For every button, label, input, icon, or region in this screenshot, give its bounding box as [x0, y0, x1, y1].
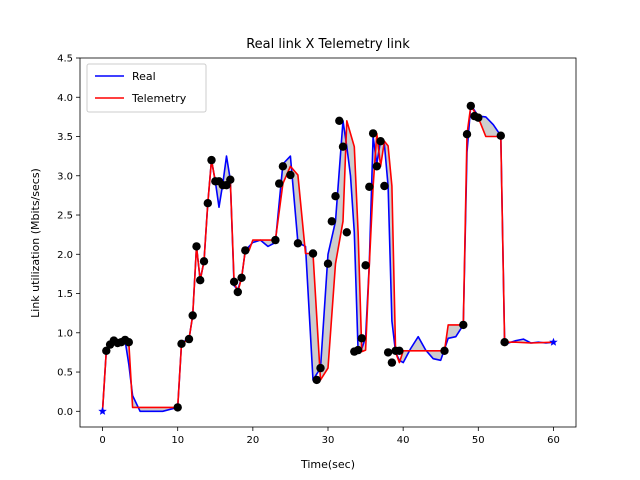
- marker-point: [395, 346, 404, 355]
- marker-point: [173, 403, 182, 412]
- x-tick-label: 50: [472, 435, 485, 446]
- y-tick-label: 2.5: [57, 211, 73, 222]
- marker-point: [192, 242, 201, 251]
- marker-point: [323, 259, 333, 268]
- x-tick-label: 20: [246, 435, 259, 446]
- marker-point: [196, 276, 205, 285]
- marker-point: [496, 131, 505, 140]
- y-tick-label: 4.0: [57, 93, 73, 104]
- marker-point: [278, 162, 288, 171]
- marker-point: [376, 137, 385, 146]
- series-line-telemetry: [101, 105, 554, 412]
- marker-point: [316, 363, 325, 373]
- y-tick-label: 0.0: [57, 407, 73, 418]
- axes: 0 10 20 30 40 50 60 0.0 0.5 1.0 1.5 2.0 2.5 3.0 3.5 4.0…: [57, 54, 577, 446]
- plot-area: [98, 101, 558, 415]
- marker-point: [271, 235, 280, 245]
- x-tick-label: 30: [322, 435, 335, 446]
- marker-point: [342, 228, 351, 237]
- marker-point: [177, 339, 186, 348]
- marker-point: [335, 116, 344, 126]
- marker-point: [361, 261, 370, 270]
- star-point: [98, 406, 107, 415]
- legend: Real Telemetry: [86, 63, 207, 113]
- y-tick-label: 2.0: [57, 250, 73, 261]
- marker-point: [327, 217, 336, 226]
- marker-point: [312, 375, 321, 385]
- y-tick-label: 3.5: [57, 132, 73, 143]
- marker-point: [275, 179, 284, 188]
- marker-point: [466, 101, 475, 111]
- marker-point: [357, 334, 366, 343]
- y-tick-label: 3.0: [57, 171, 73, 182]
- marker-point: [237, 273, 246, 282]
- marker-point: [368, 129, 378, 138]
- x-axis-label: Time(sec): [300, 458, 355, 471]
- marker-point: [500, 338, 509, 347]
- y-tick-label: 1.0: [57, 328, 73, 339]
- y-tick-label: 4.5: [57, 54, 73, 65]
- marker-point: [293, 239, 303, 248]
- chart-title: Real link X Telemetry link: [246, 37, 410, 52]
- marker-point: [203, 199, 212, 208]
- marker-point: [102, 346, 111, 355]
- plot-content: [98, 101, 558, 415]
- marker-point: [383, 348, 393, 357]
- marker-point: [286, 170, 295, 180]
- marker-point: [462, 130, 472, 139]
- x-tick-label: 10: [171, 435, 184, 446]
- x-tick-label: 0: [99, 435, 105, 446]
- y-tick-label: 0.5: [57, 368, 73, 379]
- marker-point: [188, 311, 197, 320]
- marker-point: [380, 181, 389, 191]
- y-tick-label: 1.5: [57, 289, 73, 300]
- x-tick-label: 40: [397, 435, 410, 446]
- marker-point: [241, 246, 250, 255]
- marker-point: [353, 345, 363, 355]
- x-tick-label: 60: [547, 435, 560, 446]
- marker-point: [229, 277, 239, 286]
- marker-point: [459, 320, 468, 330]
- marker-point: [474, 113, 483, 122]
- marker-point: [184, 334, 194, 344]
- marker-point: [308, 249, 318, 258]
- legend-real-label: Real: [132, 70, 156, 83]
- marker-point: [440, 346, 449, 355]
- marker-point: [207, 155, 216, 165]
- star-point: [549, 337, 558, 346]
- marker-point: [372, 162, 381, 171]
- marker-point: [387, 358, 397, 367]
- marker-point: [365, 182, 374, 191]
- marker-point: [338, 142, 348, 151]
- marker-point: [331, 192, 340, 201]
- marker-point: [124, 338, 133, 347]
- legend-telemetry-label: Telemetry: [131, 92, 187, 105]
- marker-point: [226, 175, 235, 184]
- marker-point: [199, 257, 209, 266]
- marker-point: [233, 287, 242, 297]
- y-axis-label: Link utilization (Mbits/secs): [29, 168, 42, 318]
